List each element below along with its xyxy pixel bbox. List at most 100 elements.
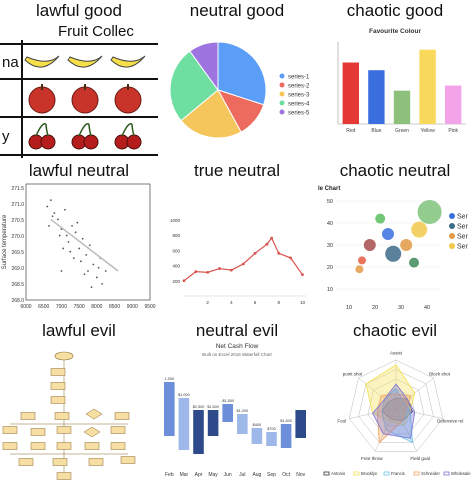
x-tick-label: 10 <box>300 300 306 305</box>
x-tick-label: 6000 <box>20 304 31 310</box>
legend-swatch <box>449 213 455 219</box>
caption-neutral-evil: neutral evil <box>195 321 279 340</box>
waterfall-bar <box>164 382 175 436</box>
bar <box>393 90 411 124</box>
row-label: na <box>2 54 19 71</box>
data-point <box>51 215 54 218</box>
x-tick-label: Jun <box>224 472 232 478</box>
caption-chaotic-evil: chaotic evil <box>352 321 438 340</box>
data-point <box>60 270 63 272</box>
bar <box>368 70 385 124</box>
legend-swatch <box>279 73 285 79</box>
flow-step <box>56 472 72 480</box>
data-point <box>277 251 281 255</box>
data-point <box>69 250 72 253</box>
y-tick-label: 269.5 <box>11 250 24 256</box>
flow-step <box>20 412 36 420</box>
x-tick-label: Aug <box>252 472 261 478</box>
chart-subtitle: Built on Excel 2016 Waterfall Chart <box>202 352 272 357</box>
chart-title: Net Cash Flow <box>216 343 259 350</box>
cell-neutral-evil: Net Cash Flow Built on Excel 2016 Waterfa… <box>158 320 316 480</box>
data-point <box>206 270 210 274</box>
axis-label: Field goal <box>410 456 430 461</box>
data-point <box>95 276 98 279</box>
legend-label: Ser <box>457 214 469 221</box>
x-tick-label: 9500 <box>144 304 155 310</box>
x-tick-label: 4 <box>230 300 233 305</box>
axis-label: point shot <box>343 371 363 376</box>
cell-lawful-evil: lawful evil <box>0 320 158 480</box>
legend-swatch <box>449 223 455 229</box>
y-tick-label: 40 <box>327 221 333 227</box>
data-point <box>218 267 221 270</box>
radar-grid <box>358 369 434 443</box>
legend-swatch <box>279 100 285 106</box>
flow-decision <box>83 426 101 438</box>
bar-chart: Favourite Colour Red Blue Green Yellow Pink <box>337 28 466 134</box>
radar-series <box>372 383 416 439</box>
x-tick-label: Green <box>395 128 409 134</box>
caption-lawful-neutral: lawful neutral <box>28 161 130 180</box>
banana-icon <box>110 55 146 68</box>
x-tick-label: Feb <box>165 472 174 478</box>
pie-slice <box>189 41 219 92</box>
data-point <box>229 268 233 272</box>
waterfall-bar <box>237 414 248 434</box>
legend-label: Wholesale <box>451 471 471 476</box>
flow-step <box>56 442 72 450</box>
bar <box>419 49 436 124</box>
x-tick-label: Pink <box>448 128 458 134</box>
data-label: $700 <box>267 427 275 431</box>
data-point <box>90 286 93 289</box>
radar-series <box>376 393 412 444</box>
data-point <box>194 270 198 274</box>
pictograph-chart: Fruit Collec na y <box>0 23 158 158</box>
caption-chaotic-good: chaotic good <box>346 1 444 20</box>
radar-grid <box>367 378 425 435</box>
legend-label: Ser <box>457 244 469 251</box>
legend-label: series-5 <box>288 111 310 117</box>
flow-step <box>2 426 18 434</box>
legend-swatch <box>449 233 455 239</box>
waterfall-bar <box>207 410 219 436</box>
x-tick-label: 6 <box>254 300 257 305</box>
x-tick-label: 40 <box>424 305 430 311</box>
plot-frame <box>25 183 151 301</box>
data-point <box>53 212 56 214</box>
x-tick-label: 7500 <box>74 304 85 310</box>
data-point <box>253 251 257 255</box>
x-tick-label: 10 <box>346 305 352 311</box>
pictograph-title: Fruit Collec <box>58 23 134 40</box>
data-point <box>58 234 61 237</box>
data-point <box>64 208 66 211</box>
radar-axis <box>358 377 397 409</box>
data-point <box>62 247 65 250</box>
flow-step <box>18 458 34 466</box>
flowchart-diagram <box>2 351 136 480</box>
bar <box>445 85 462 124</box>
flow-step <box>88 458 104 466</box>
legend-swatch <box>353 471 360 476</box>
y-tick-label: 268.0 <box>11 298 24 304</box>
line-chart: 2 4 6 8 10 1000 800 600 400 200 <box>170 218 306 305</box>
bubble <box>382 228 394 240</box>
flow-step <box>54 412 70 420</box>
x-tick-label: 8500 <box>109 304 120 310</box>
legend-label: series-2 <box>288 84 310 90</box>
flow-step <box>114 412 130 420</box>
legend-label: series-1 <box>288 75 310 81</box>
data-label: $2,500 <box>193 405 205 409</box>
flow-step <box>110 426 126 434</box>
data-point <box>101 282 104 285</box>
y-tick-label: 268.5 <box>11 282 24 288</box>
caption-neutral-good: neutral good <box>189 1 285 20</box>
radar-grid <box>386 398 406 417</box>
data-point <box>65 234 68 237</box>
flow-step <box>30 428 46 436</box>
data-point <box>46 205 49 208</box>
data-point <box>76 221 79 224</box>
flow-step <box>56 426 72 434</box>
bubble <box>363 239 376 251</box>
x-tick-label: 20 <box>372 305 378 311</box>
apple-icon <box>114 84 142 114</box>
